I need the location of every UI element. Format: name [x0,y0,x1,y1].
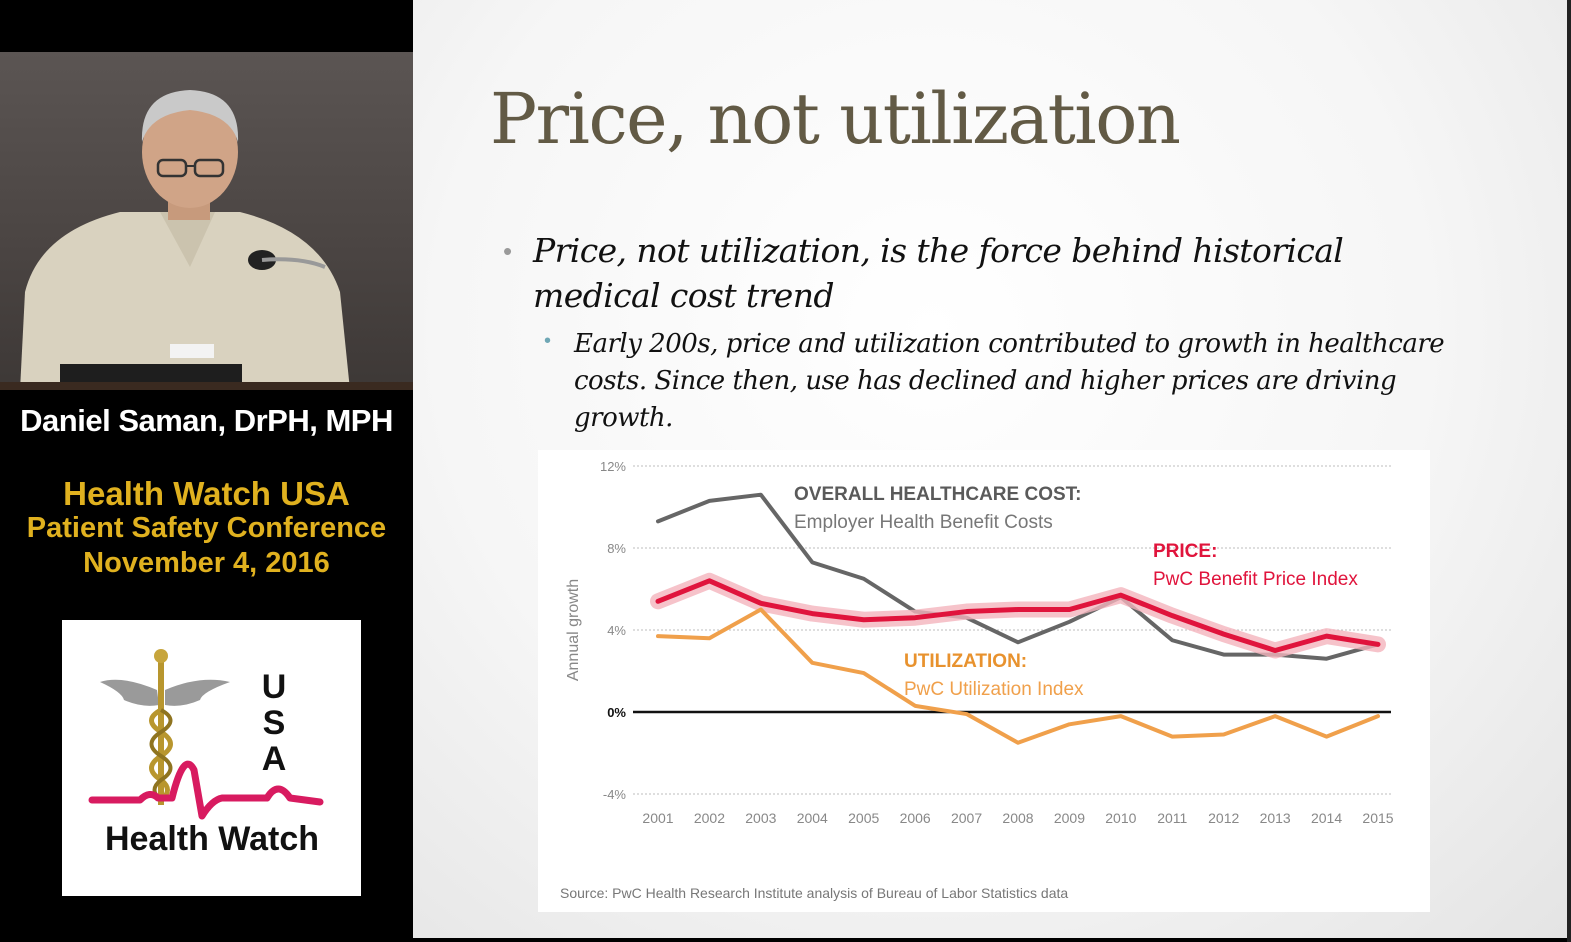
series-line [656,492,1380,661]
speaker-image [0,90,413,390]
caduceus-icon: U S A Health Watch [88,649,324,858]
x-tick-label: 2011 [1157,810,1187,826]
x-tick-label: 2008 [1002,810,1033,826]
x-tick-label: 2015 [1362,810,1393,826]
x-tick-label: 2009 [1054,810,1085,826]
series-subtitle: Employer Health Benefit Costs [794,512,1053,533]
line-chart: 12% 8% 4% 0% -4% Annual growth 2001 2002 2003 200… [560,459,1394,901]
y-tick-label: 0% [607,705,626,720]
x-tick-label: 2004 [797,810,828,826]
bullet-primary: Price, not utilization, is the force beh… [533,231,1344,315]
logo-letter-u: U [262,668,287,706]
logo-text: Health Watch [105,820,319,858]
series-line [655,578,1381,653]
presentation-slide: Price, not utilization • Price, not util… [413,0,1567,938]
x-tick-label: 2012 [1208,810,1239,826]
series-subtitle: PwC Utilization Index [904,679,1084,700]
speaker-name: Daniel Saman, DrPH, MPH [20,403,393,438]
bullet-dot-secondary: • [544,330,552,352]
x-tick-label: 2001 [642,810,673,826]
series-name: UTILIZATION: [904,651,1027,672]
series-subtitle: PwC Benefit Price Index [1153,569,1358,590]
x-tick-label: 2002 [694,810,725,826]
x-tick-label: 2014 [1311,810,1342,826]
event-subtitle: Patient Safety Conference [26,512,387,544]
y-axis-label: Annual growth [565,579,582,681]
chart-source: Source: PwC Health Research Institute an… [560,885,1068,901]
series-name: PRICE: [1153,541,1217,562]
event-title: Health Watch USA Patient Safety Conferen… [0,476,413,581]
slide-title: Price, not utilization [490,78,1181,160]
logo-letter-s: S [263,704,286,742]
x-tick-label: 2005 [848,810,879,826]
x-tick-label: 2013 [1260,810,1291,826]
x-tick-label: 2007 [951,810,982,826]
y-tick-label: 8% [607,541,626,556]
bullet-dot: • [503,236,513,266]
window-edge [1567,0,1571,942]
chart-container: 12% 8% 4% 0% -4% Annual growth 2001 2002 2003 200… [538,450,1430,912]
y-tick-label: -4% [603,787,627,802]
event-name: Health Watch USA [63,475,350,512]
speaker-panel: Daniel Saman, DrPH, MPH Health Watch USA… [0,0,413,942]
x-tick-label: 2010 [1105,810,1136,826]
y-tick-label: 12% [600,459,626,474]
y-tick-label: 4% [607,623,626,638]
event-date: November 4, 2016 [83,547,330,579]
health-watch-logo: U S A Health Watch [62,620,361,896]
bullet-secondary: Early 200s, price and utilization contri… [574,329,1445,433]
x-tick-label: 2003 [745,810,776,826]
series-name: OVERALL HEALTHCARE COST: [794,484,1081,505]
speaker-video [0,52,413,390]
x-tick-label: 2006 [900,810,931,826]
series-line [656,607,1380,745]
logo-letter-a: A [262,740,287,778]
